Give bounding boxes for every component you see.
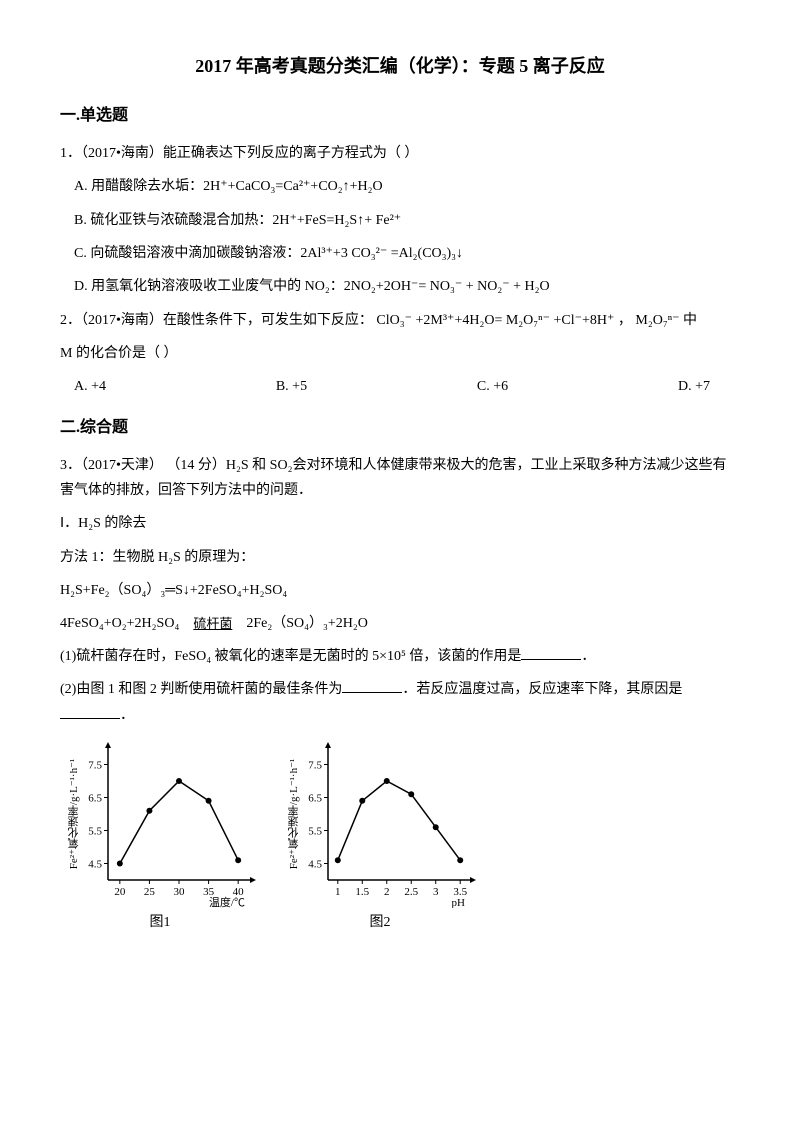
q2-pre: 2．（2017•海南）在酸性条件下，可发生如下反应： xyxy=(60,313,376,328)
q3-sub1-pre: (1)硫杆菌存在时，FeSO₄ 被氧化的速率是无菌时的 5×10⁵ 倍，该菌的作… xyxy=(60,649,521,664)
svg-text:pH: pH xyxy=(452,897,466,908)
q1-optc-post: =Al₂(CO₃)₃↓ xyxy=(387,246,463,261)
q2-post: 中 xyxy=(680,313,698,328)
q3-eq2-condition: 硫杆菌 xyxy=(183,616,243,632)
q1-option-d: D. 用氢氧化钠溶液吸收工业废气中的 NO₂：2NO₂+2OH⁻= NO₃⁻ +… xyxy=(74,274,740,299)
svg-text:4.5: 4.5 xyxy=(308,858,322,870)
svg-text:4.5: 4.5 xyxy=(88,858,102,870)
q1-optd-post: + H₂O xyxy=(510,279,550,294)
q3-eq1: H₂S+Fe₂（SO₄）₃═S↓+2FeSO₄+H₂SO₄ xyxy=(60,578,740,603)
q1-option-a: A. 用醋酸除去水垢：2H⁺+CaCO₃=Ca²⁺+CO₂↑+H₂O xyxy=(74,174,740,199)
svg-text:20: 20 xyxy=(114,886,126,898)
blank-3 xyxy=(60,705,120,719)
q3-sub2-post: ． xyxy=(120,708,134,723)
chart-2-label: 图2 xyxy=(280,910,480,935)
chart-1-label: 图1 xyxy=(60,910,260,935)
svg-text:6.5: 6.5 xyxy=(88,792,102,804)
q3-p2: 方法 1：生物脱 H₂S 的原理为： xyxy=(60,545,740,570)
svg-text:3: 3 xyxy=(433,886,439,898)
svg-text:6.5: 6.5 xyxy=(308,792,322,804)
svg-text:25: 25 xyxy=(144,886,156,898)
svg-text:Fe²⁺氧化速率/g·L⁻¹·h⁻¹: Fe²⁺氧化速率/g·L⁻¹·h⁻¹ xyxy=(288,759,301,869)
q3-sub2-mid: ．若反应温度过高，反应速率下降，其原因是 xyxy=(402,682,682,697)
q2-option-d: D. +7 xyxy=(678,374,710,399)
q3-sub1: (1)硫杆菌存在时，FeSO₄ 被氧化的速率是无菌时的 5×10⁵ 倍，该菌的作… xyxy=(60,644,740,669)
q2-f3: M₂O₇ⁿ⁻ xyxy=(635,308,679,333)
q1-option-b: B. 硫化亚铁与浓硫酸混合加热：2H⁺+FeS=H₂S↑+ Fe²⁺ xyxy=(74,208,740,233)
svg-text:温度/℃: 温度/℃ xyxy=(209,895,245,908)
q3-eq2-post: 2Fe₂（SO₄）₃+2H₂O xyxy=(243,616,368,631)
svg-text:7.5: 7.5 xyxy=(88,759,102,771)
chart-2: 11.522.533.54.55.56.57.5pHFe²⁺氧化速率/g·L⁻¹… xyxy=(280,738,480,935)
q3-sub1-post: ． xyxy=(581,649,595,664)
svg-text:2.5: 2.5 xyxy=(404,886,418,898)
q2-f1: ClO₃⁻ xyxy=(376,308,412,333)
q2-stem-line2: M 的化合价是（ ） xyxy=(60,341,740,366)
q3-p1: Ⅰ．H₂S 的除去 xyxy=(60,511,740,536)
q1-optd-f1: NO₃⁻ xyxy=(430,274,463,299)
q2-option-c: C. +6 xyxy=(477,374,508,399)
page-title: 2017 年高考真题分类汇编（化学）：专题 5 离子反应 xyxy=(60,50,740,82)
q1-stem: 1．（2017•海南）能正确表达下列反应的离子方程式为（ ） xyxy=(60,141,740,166)
chart-1: 20253035404.55.56.57.5温度/℃Fe²⁺氧化速率/g·L⁻¹… xyxy=(60,738,260,935)
q1-optd-mid: + xyxy=(462,279,477,294)
svg-text:1.5: 1.5 xyxy=(355,886,369,898)
svg-text:5.5: 5.5 xyxy=(88,825,102,837)
q2-options: A. +4 B. +5 C. +6 D. +7 xyxy=(74,374,710,399)
q2-option-b: B. +5 xyxy=(276,374,307,399)
q2-f2: M₂O₇ⁿ⁻ xyxy=(506,308,550,333)
blank-1 xyxy=(521,646,581,660)
section-2-header: 二.综合题 xyxy=(60,414,740,443)
q3-stem: 3．（2017•天津） （14 分）H₂S 和 SO₂会对环境和人体健康带来极大… xyxy=(60,453,740,503)
chart-1-svg: 20253035404.55.56.57.5温度/℃Fe²⁺氧化速率/g·L⁻¹… xyxy=(60,738,260,908)
q2-stem: 2．（2017•海南）在酸性条件下，可发生如下反应： ClO₃⁻ +2M³⁺+4… xyxy=(60,308,740,333)
q1-optd-pre: D. 用氢氧化钠溶液吸收工业废气中的 NO₂：2NO₂+2OH⁻= xyxy=(74,279,430,294)
q3-sub2: (2)由图 1 和图 2 判断使用硫杆菌的最佳条件为 ．若反应温度过高，反应速率下… xyxy=(60,677,740,727)
svg-text:Fe²⁺氧化速率/g·L⁻¹·h⁻¹: Fe²⁺氧化速率/g·L⁻¹·h⁻¹ xyxy=(68,759,81,869)
section-1-header: 一.单选题 xyxy=(60,102,740,131)
blank-2 xyxy=(342,679,402,693)
q3-sub2-pre: (2)由图 1 和图 2 判断使用硫杆菌的最佳条件为 xyxy=(60,682,342,697)
svg-text:1: 1 xyxy=(335,886,341,898)
q1-option-c: C. 向硫酸铝溶液中滴加碳酸钠溶液：2Al³⁺+3 CO₃²⁻ =Al₂(CO₃… xyxy=(74,241,740,266)
svg-text:7.5: 7.5 xyxy=(308,759,322,771)
q3-eq2-pre: 4FeSO₄+O₂+2H₂SO₄ xyxy=(60,616,183,631)
chart-2-svg: 11.522.533.54.55.56.57.5pHFe²⁺氧化速率/g·L⁻¹… xyxy=(280,738,480,908)
charts-container: 20253035404.55.56.57.5温度/℃Fe²⁺氧化速率/g·L⁻¹… xyxy=(60,738,740,935)
q1-optc-pre: C. 向硫酸铝溶液中滴加碳酸钠溶液：2Al³⁺+3 xyxy=(74,246,351,261)
q3-eq2: 4FeSO₄+O₂+2H₂SO₄ 硫杆菌 2Fe₂（SO₄）₃+2H₂O xyxy=(60,611,740,636)
q2-mid1: +2M³⁺+4H₂O= xyxy=(412,313,506,328)
q1-optc-formula: CO₃²⁻ xyxy=(351,241,387,266)
svg-text:2: 2 xyxy=(384,886,390,898)
q2-mid2: +Cl⁻+8H⁺ ， xyxy=(550,313,635,328)
svg-text:5.5: 5.5 xyxy=(308,825,322,837)
q1-optd-f2: NO₂⁻ xyxy=(477,274,510,299)
svg-text:30: 30 xyxy=(174,886,186,898)
q2-option-a: A. +4 xyxy=(74,374,106,399)
